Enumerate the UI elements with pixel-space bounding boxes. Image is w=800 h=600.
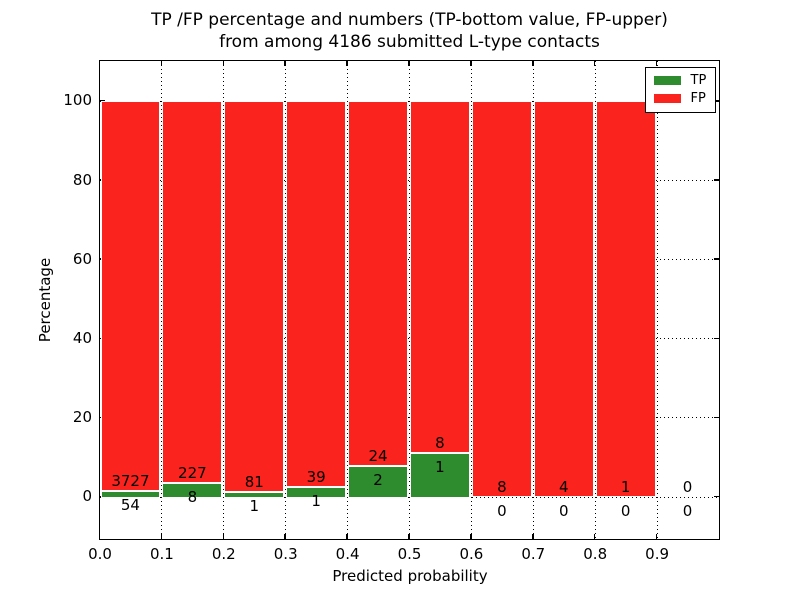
tick-mark: [655, 533, 658, 539]
chart-title-line1: TP /FP percentage and numbers (TP-bottom…: [151, 10, 668, 30]
tick-mark: [532, 60, 534, 66]
v-gridline: [594, 60, 596, 539]
plot-area: 3727 54 227 8 81 1 39 1 24 2 8 1 8 0 4 0 1 0 0 0 TP FP: [98, 59, 720, 540]
tp-count-label: 54: [120, 495, 140, 514]
x-tick-label: 0.7: [521, 545, 546, 563]
fp-bar-segment: [595, 100, 656, 497]
fp-count-label: 24: [368, 447, 388, 466]
v-gridline: [409, 60, 410, 539]
tp-legend-swatch: [653, 76, 681, 85]
tp-count-label: 2: [373, 471, 383, 490]
x-tick-label: 0.2: [211, 545, 236, 563]
tick-mark: [98, 60, 101, 66]
x-tick-label: 0.5: [397, 545, 422, 563]
tick-mark: [713, 416, 719, 419]
v-gridline: [347, 60, 349, 539]
fp-bar-segment: [224, 100, 285, 492]
tick-mark: [98, 533, 101, 539]
chart-title-line2: from among 4186 submitted L-type contact…: [219, 32, 600, 52]
tp-bar-segment: [410, 452, 470, 498]
x-tick-label: 0.1: [149, 545, 174, 563]
fp-count-label: 8: [497, 477, 507, 496]
fp-count-label: 3727: [111, 471, 150, 490]
tick-mark: [713, 495, 719, 498]
tick-mark: [593, 60, 596, 66]
y-tick-label: 60: [72, 249, 92, 268]
tp-bar-segment: [286, 486, 347, 498]
fp-count-label: 81: [244, 472, 264, 491]
tick-mark: [222, 60, 225, 66]
legend-item-label: TP: [690, 73, 707, 88]
tick-mark: [593, 533, 596, 539]
y-tick-label: 40: [72, 328, 92, 347]
fp-count-label: 227: [178, 464, 207, 483]
tick-mark: [346, 533, 348, 539]
tick-mark: [713, 179, 719, 181]
tick-mark: [284, 533, 286, 539]
x-tick-label: 0.3: [273, 545, 298, 563]
fp-bar-segment: [410, 100, 470, 453]
tick-mark: [713, 100, 719, 102]
tick-mark: [346, 60, 348, 66]
fp-bar-segment: [533, 100, 594, 497]
tick-mark: [713, 258, 719, 260]
tick-mark: [222, 533, 225, 539]
tick-mark: [160, 533, 163, 539]
tp-count-label: 1: [435, 457, 445, 476]
tick-mark: [160, 60, 163, 66]
v-gridline: [532, 60, 534, 539]
fp-count-label: 4: [558, 477, 569, 496]
fp-legend-swatch: [653, 94, 681, 103]
fp-bar-segment: [471, 100, 532, 497]
y-tick-label: 0: [82, 487, 92, 506]
fp-bar-segment: [162, 100, 223, 484]
fp-bar-segment: [348, 100, 408, 467]
fp-count-label: 1: [620, 477, 631, 496]
x-tick-label: 0.8: [583, 545, 608, 563]
tick-mark: [408, 60, 410, 66]
tick-mark: [655, 60, 658, 66]
tp-count-label: 0: [558, 501, 569, 520]
x-tick-label: 0.9: [645, 545, 670, 563]
v-gridline: [223, 60, 225, 539]
tp-count-label: 0: [497, 501, 507, 520]
fp-count-label: 8: [435, 433, 445, 452]
legend-row: TP: [653, 72, 707, 90]
x-tick-label: 0.4: [335, 545, 360, 563]
tp-bar-segment: [100, 490, 161, 498]
tick-mark: [470, 60, 472, 66]
v-gridline: [285, 60, 287, 539]
v-gridline: [656, 60, 658, 539]
fp-count-label: 39: [306, 467, 326, 486]
y-tick-label: 20: [72, 407, 92, 426]
tp-bar-segment: [348, 466, 408, 498]
legend: TP FP: [644, 66, 716, 113]
fp-bar-segment: [286, 100, 347, 487]
legend-row: FP: [653, 90, 707, 108]
chart-title: TP /FP percentage and numbers (TP-bottom…: [100, 9, 719, 53]
x-tick-label: 0.0: [88, 545, 112, 563]
tick-mark: [713, 337, 719, 340]
tick-mark: [408, 533, 410, 539]
tp-bar-segment: [224, 491, 285, 498]
y-tick-label: 100: [63, 91, 92, 110]
legend-item-label: FP: [690, 91, 706, 106]
tp-bar-segment: [162, 483, 223, 498]
y-tick-label: 80: [72, 170, 92, 189]
v-gridline: [470, 60, 472, 539]
tp-count-label: 1: [311, 491, 321, 510]
v-gridline: [161, 60, 163, 539]
tick-mark: [532, 533, 534, 539]
tp-count-label: 8: [187, 488, 198, 507]
fp-bar-segment: [100, 100, 161, 491]
fp-count-label: 0: [682, 477, 693, 496]
x-tick-label: 0.6: [459, 545, 484, 563]
x-axis-label: Predicted probability: [332, 567, 488, 585]
tp-count-label: 0: [682, 501, 693, 520]
tp-count-label: 1: [249, 496, 260, 515]
tp-count-label: 0: [620, 501, 631, 520]
tick-mark: [470, 533, 472, 539]
tick-mark: [284, 60, 286, 66]
